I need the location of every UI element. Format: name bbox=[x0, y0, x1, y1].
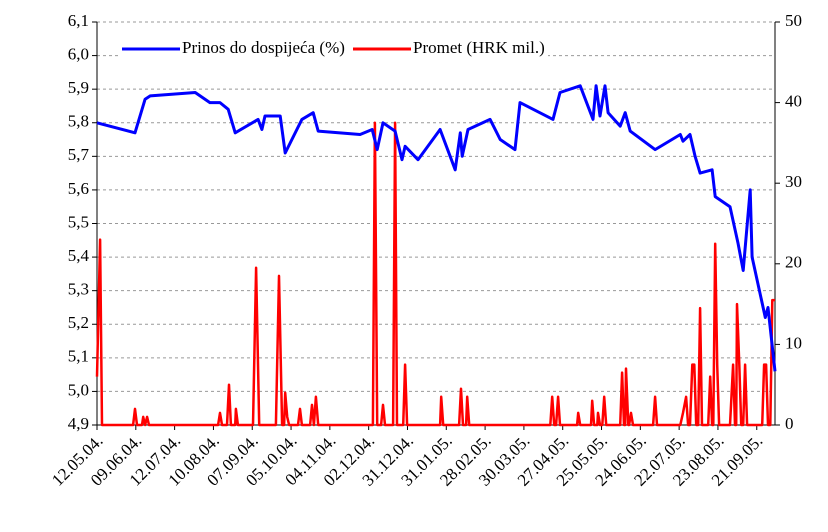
y-tick-label: 5,8 bbox=[68, 112, 89, 131]
y-tick-label: 5,5 bbox=[68, 212, 89, 231]
series-line bbox=[96, 84, 777, 372]
y2-tick-label: 40 bbox=[785, 92, 802, 111]
y-tick-label: 4,9 bbox=[68, 414, 89, 433]
legend-label: Promet (HRK mil.) bbox=[413, 38, 545, 57]
y-tick-label: 5,6 bbox=[68, 179, 89, 198]
y-tick-label: 5,4 bbox=[68, 246, 90, 265]
legend-label: Prinos do dospijeća (%) bbox=[182, 38, 345, 57]
y-tick-label: 5,7 bbox=[68, 145, 90, 164]
y-tick-label: 5,1 bbox=[68, 347, 89, 366]
y-tick-label: 5,3 bbox=[68, 280, 89, 299]
y-tick-label: 6,1 bbox=[68, 11, 89, 30]
y2-tick-label: 50 bbox=[785, 11, 802, 30]
y-tick-label: 5,0 bbox=[68, 380, 89, 399]
y2-tick-label: 30 bbox=[785, 172, 802, 191]
y-tick-label: 5,9 bbox=[68, 78, 89, 97]
y2-tick-label: 20 bbox=[785, 253, 802, 272]
series-line bbox=[95, 121, 775, 427]
y2-tick-label: 0 bbox=[785, 414, 794, 433]
y2-tick-label: 10 bbox=[785, 333, 802, 352]
y-tick-label: 5,2 bbox=[68, 313, 89, 332]
y-tick-label: 6,0 bbox=[68, 44, 89, 63]
legend: Prinos do dospijeća (%) Promet (HRK mil.) bbox=[118, 36, 548, 62]
legend-bg bbox=[118, 36, 548, 62]
